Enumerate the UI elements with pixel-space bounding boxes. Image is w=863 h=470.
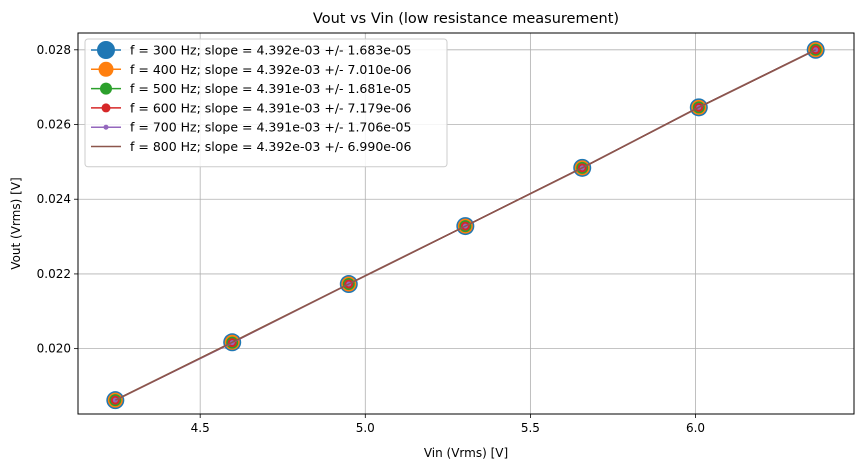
- legend-item: f = 600 Hz; slope = 4.391e-03 +/- 7.179e…: [91, 100, 411, 115]
- series-line: [114, 49, 817, 401]
- legend-label: f = 400 Hz; slope = 4.392e-03 +/- 7.010e…: [130, 62, 411, 77]
- y-tick-label: 0.024: [37, 192, 71, 206]
- legend-item: f = 800 Hz; slope = 4.392e-03 +/- 6.990e…: [91, 139, 411, 154]
- legend-label: f = 300 Hz; slope = 4.392e-03 +/- 1.683e…: [130, 43, 411, 58]
- y-axis: 0.020 0.022 0.024 0.026 0.028: [37, 43, 78, 356]
- x-tick-label: 5.5: [521, 421, 540, 435]
- legend-marker: [97, 41, 115, 59]
- y-tick-label: 0.026: [37, 118, 71, 132]
- legend-label: f = 800 Hz; slope = 4.392e-03 +/- 6.990e…: [130, 139, 411, 154]
- legend-box: [84, 38, 448, 168]
- y-tick-label: 0.028: [37, 43, 71, 57]
- y-tick-label: 0.022: [37, 267, 71, 281]
- chart-title: Vout vs Vin (low resistance measurement): [313, 11, 619, 27]
- series-6: [114, 49, 817, 401]
- legend-item: f = 500 Hz; slope = 4.391e-03 +/- 1.681e…: [91, 81, 411, 96]
- legend-label: f = 500 Hz; slope = 4.391e-03 +/- 1.681e…: [130, 81, 411, 96]
- x-axis-label: Vin (Vrms) [V]: [424, 446, 508, 460]
- y-tick-label: 0.020: [37, 342, 71, 356]
- legend-marker: [98, 61, 114, 77]
- legend-label: f = 600 Hz; slope = 4.391e-03 +/- 7.179e…: [130, 100, 411, 115]
- legend: f = 300 Hz; slope = 4.392e-03 +/- 1.683e…: [84, 38, 448, 168]
- y-axis-label: Vout (Vrms) [V]: [9, 177, 23, 269]
- x-tick-label: 6.0: [686, 421, 705, 435]
- x-tick-label: 5.0: [356, 421, 375, 435]
- legend-item: f = 300 Hz; slope = 4.392e-03 +/- 1.683e…: [91, 41, 411, 59]
- plot-frame: [77, 32, 855, 415]
- series-layer: [106, 40, 825, 410]
- legend-item: f = 700 Hz; slope = 4.391e-03 +/- 1.706e…: [91, 120, 411, 135]
- x-axis: 4.5 5.0 5.5 6.0: [191, 414, 705, 435]
- grid: [78, 33, 854, 414]
- x-tick-label: 4.5: [191, 421, 210, 435]
- legend-marker: [103, 124, 109, 130]
- legend-label: f = 700 Hz; slope = 4.391e-03 +/- 1.706e…: [130, 120, 411, 135]
- legend-item: f = 400 Hz; slope = 4.392e-03 +/- 7.010e…: [91, 61, 411, 77]
- legend-marker: [101, 103, 111, 113]
- legend-marker: [100, 82, 112, 95]
